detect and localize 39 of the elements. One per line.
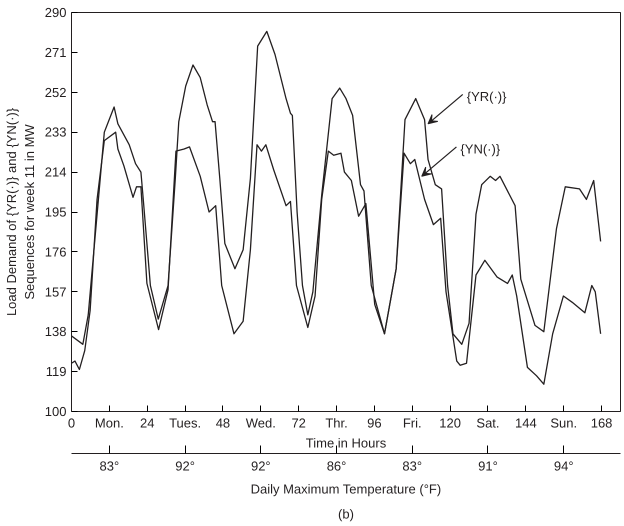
x-tick-label: Wed. [246, 416, 276, 430]
text: 91° [478, 458, 498, 474]
y-tick-label: 290 [44, 5, 67, 20]
y-tick-label: 138 [44, 324, 67, 340]
x-tick-label: 120 [439, 416, 461, 430]
text: 92° [175, 458, 195, 474]
x-tick-label: Thr. [325, 416, 348, 430]
text: 83° [100, 458, 120, 474]
y-tick-label: 214 [44, 164, 67, 180]
annotation: {YR(·)} [466, 88, 508, 104]
y-axis-title: Load Demand of {YR(·)} and {YN(·)} Sequences for week 11 in MW [4, 107, 37, 316]
y-tick-label: 233 [44, 124, 67, 140]
y-tick-label: 195 [44, 204, 67, 220]
y-tick-label: 100 [44, 404, 67, 419]
x-tick-label: Sat. [476, 416, 500, 430]
y-tick-label: 157 [44, 284, 67, 300]
text: 92° [250, 458, 271, 474]
text: 86° [326, 458, 346, 474]
x-tick-label: 96 [367, 416, 382, 430]
x-axis-title: Time in Hours [306, 436, 387, 450]
text: 83° [402, 458, 422, 474]
y-tick-label: 271 [44, 44, 67, 60]
x-tick-label: Fri. [402, 416, 422, 430]
x-tick-label: Tues. [169, 416, 202, 430]
x-tick-label: 168 [590, 416, 612, 430]
x-tick-label: Sun. [550, 416, 578, 430]
y-tick-label: 176 [44, 244, 67, 260]
x-tick-label: Mon. [94, 416, 124, 430]
y-tick-label: 252 [44, 84, 67, 100]
x-tick-label: 0 [68, 416, 76, 430]
x-tick-label: 24 [140, 416, 154, 430]
x-tick-label: 144 [515, 416, 537, 430]
annotation: {YN(·)} [460, 141, 501, 156]
text: 94° [554, 458, 574, 474]
x-tick-label: 48 [216, 416, 230, 430]
x-tick-label: 72 [291, 416, 306, 430]
x2-axis-title: Daily Maximum Temperature (°F) [250, 482, 442, 496]
text: (b) [338, 506, 354, 522]
y-tick-label: 119 [46, 364, 67, 380]
